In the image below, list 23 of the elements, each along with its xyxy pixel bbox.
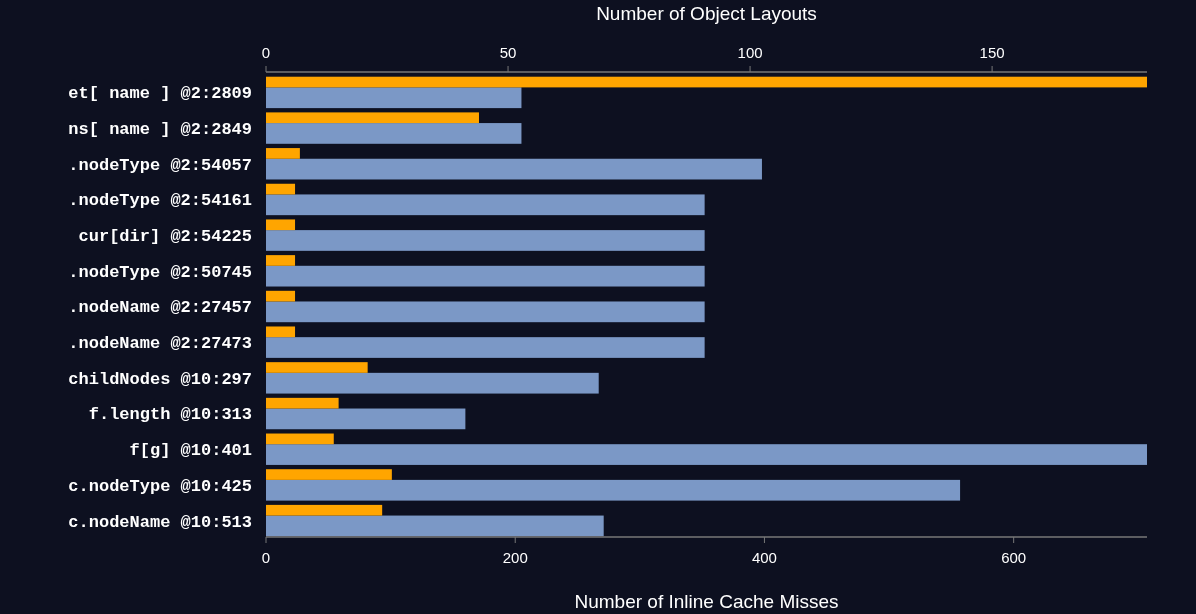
y-tick-label: c.nodeType @10:425: [68, 476, 252, 496]
y-tick-label: .nodeName @2:27457: [68, 298, 252, 318]
y-tick-label: .nodeType @2:54161: [68, 191, 252, 211]
y-tick-label: c.nodeName @10:513: [68, 512, 252, 532]
x-tick-label: 600: [1001, 549, 1027, 566]
y-tick-label: ns[ name ] @2:2849: [68, 120, 252, 140]
x-axis-title: Number of Inline Cache Misses: [574, 591, 839, 612]
y-tick-label: cur[dir] @2:54225: [78, 227, 252, 247]
x2-tick-label: 100: [737, 44, 763, 61]
y-tick-label: .nodeType @2:50745: [68, 262, 252, 282]
y-tick-label: et[ name ] @2:2809: [68, 84, 252, 104]
x-tick-label: 200: [502, 549, 528, 566]
y-tick-label: f.length @10:313: [88, 405, 252, 425]
x2-tick-label: 50: [499, 44, 517, 61]
y-tick-label: f[g] @10:401: [129, 441, 252, 461]
y-tick-label: .nodeType @2:54057: [68, 155, 252, 175]
x2-tick-label: 150: [979, 44, 1005, 61]
x-tick-label: 0: [261, 549, 271, 566]
x2-axis-title: Number of Object Layouts: [596, 3, 817, 24]
x-tick-label: 400: [751, 549, 777, 566]
y-tick-label: childNodes @10:297: [68, 369, 252, 389]
x2-tick-label: 0: [261, 44, 271, 61]
y-tick-label: .nodeName @2:27473: [68, 334, 252, 354]
